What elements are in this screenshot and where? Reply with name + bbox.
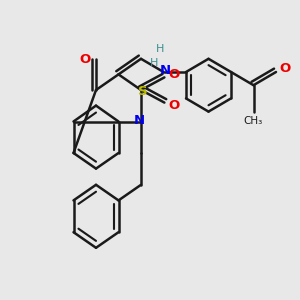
Text: H: H <box>156 44 165 54</box>
Text: CH₃: CH₃ <box>244 116 263 126</box>
Text: O: O <box>79 53 90 66</box>
Text: H: H <box>150 58 159 68</box>
Text: N: N <box>134 114 145 128</box>
Text: O: O <box>279 62 291 76</box>
Text: O: O <box>168 99 180 112</box>
Text: S: S <box>138 85 147 98</box>
Text: O: O <box>168 68 180 81</box>
Text: N: N <box>159 64 171 77</box>
